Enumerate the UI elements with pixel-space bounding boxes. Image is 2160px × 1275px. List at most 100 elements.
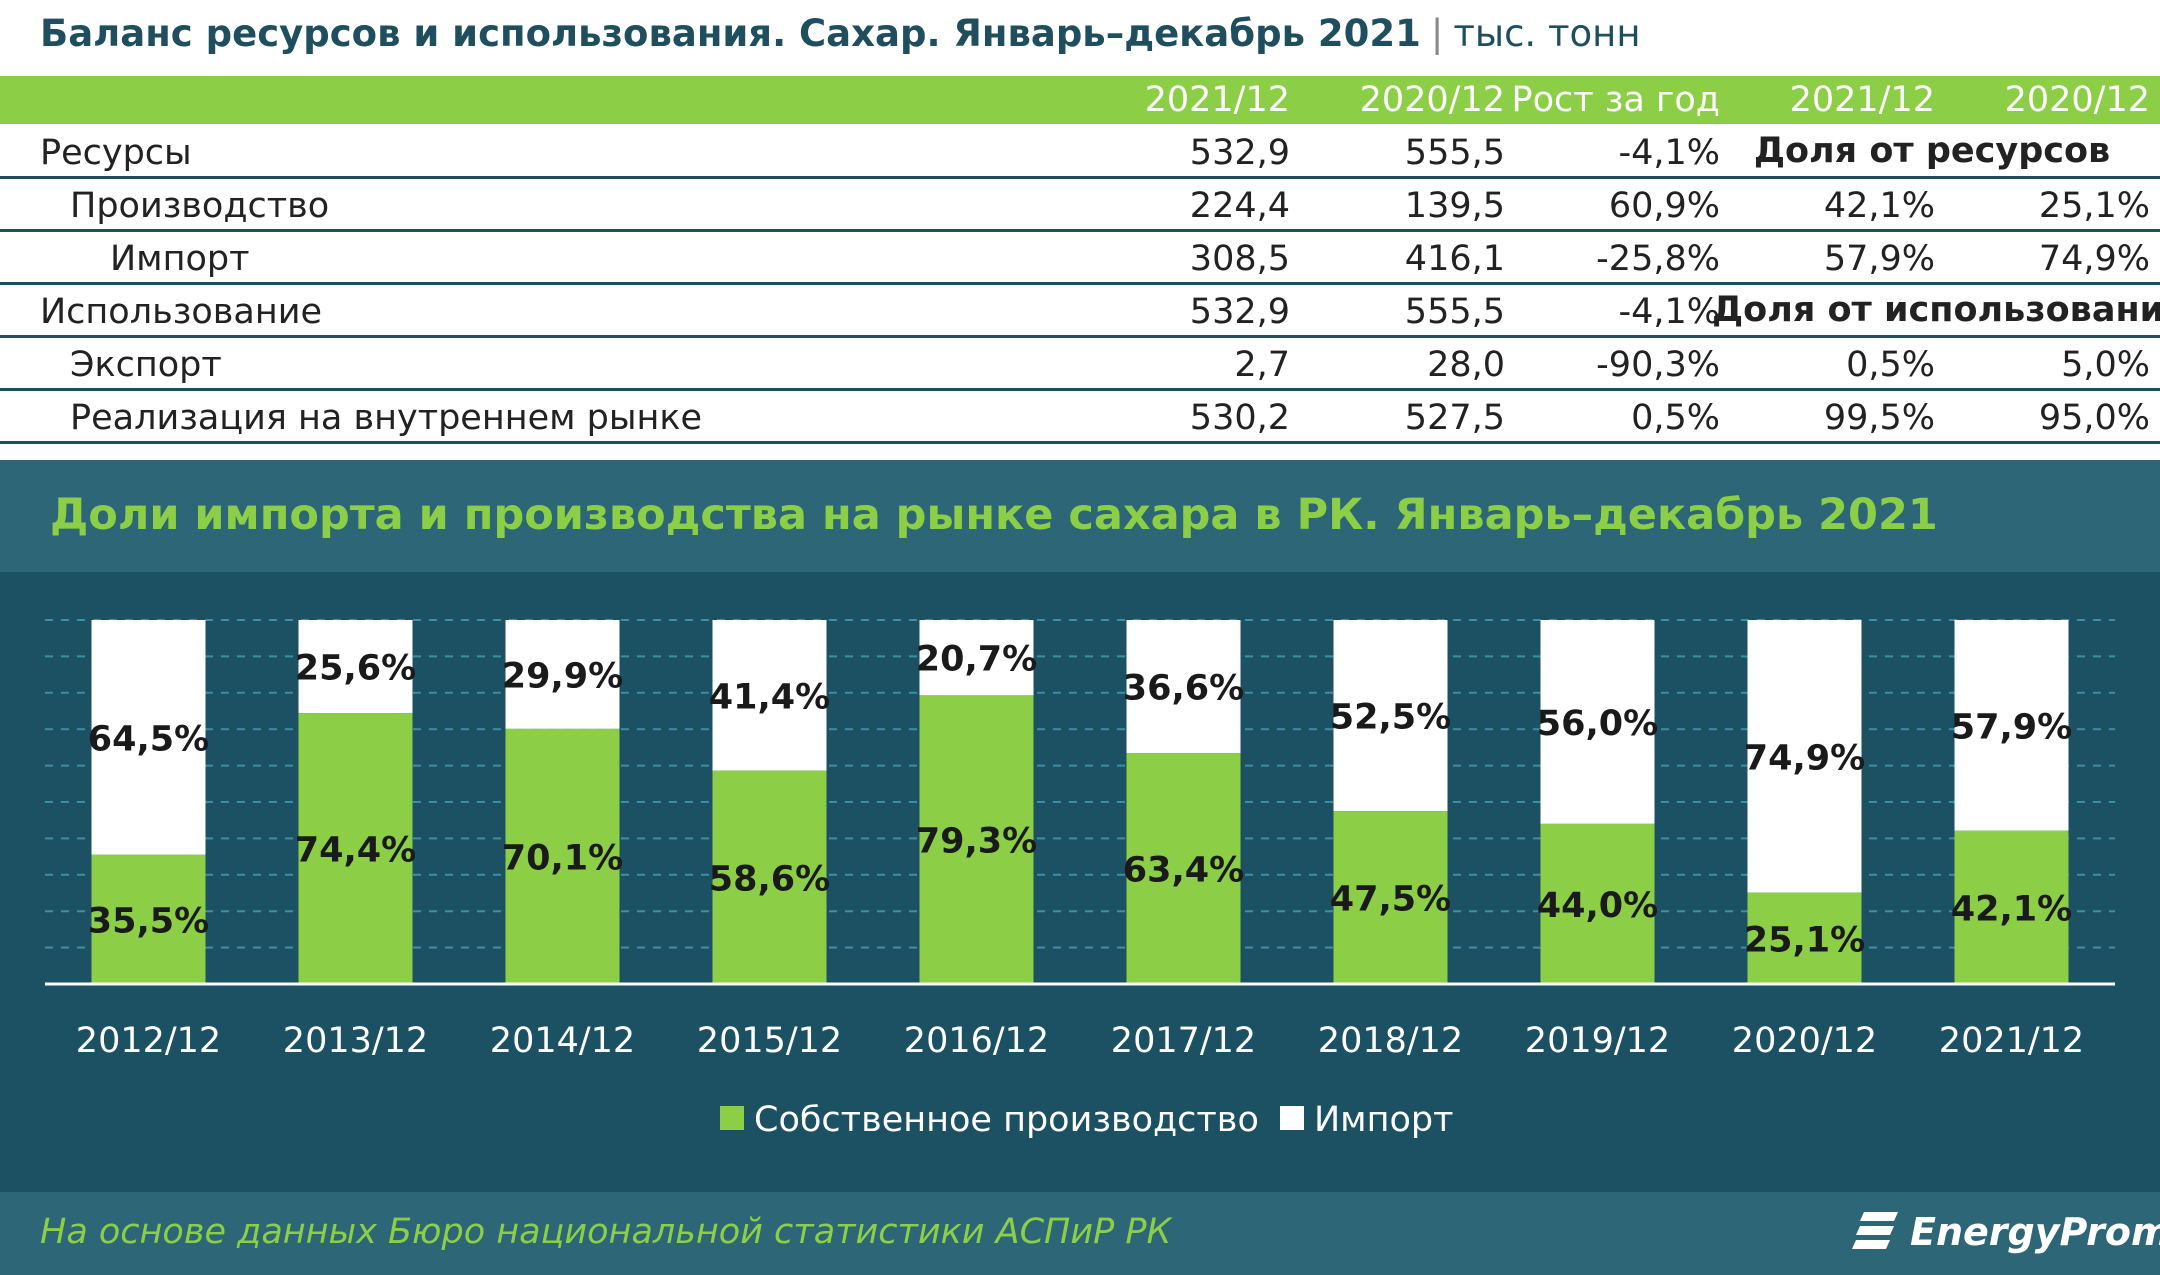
data-label-production: 79,3% — [916, 822, 1037, 862]
data-label-production: 44,0% — [1537, 886, 1658, 926]
cell-share-2021: 0,5% — [1846, 345, 1935, 385]
stacked-bar-chart: 35,5% 64,5% 2012/12 74,4% 25,6% 2013/12 70,1% 2… — [45, 619, 2115, 1061]
bar-segment-production — [505, 728, 620, 984]
cell-2021: 530,2 — [1189, 398, 1290, 438]
x-tick-label: 2019/12 — [1525, 1021, 1670, 1061]
cell-growth: -25,8% — [1596, 239, 1720, 279]
title-unit: тыс. тонн — [1453, 12, 1641, 55]
table-row-domestic-sales: Реализация на внутреннем рынке 530,2 527… — [0, 391, 2160, 444]
logo-icon — [1852, 1212, 1898, 1249]
data-label-import: 36,6% — [1123, 669, 1244, 709]
x-tick-label: 2018/12 — [1318, 1021, 1463, 1061]
bar-segment-import — [919, 620, 1034, 696]
column-header-2020-12: 2020/12 — [1359, 80, 1505, 120]
x-tick-label: 2020/12 — [1732, 1021, 1877, 1061]
cell-2020: 28,0 — [1427, 345, 1505, 385]
cell-share-2021: 99,5% — [1823, 398, 1935, 438]
data-label-production: 35,5% — [88, 901, 209, 941]
legend-swatch-green — [720, 1106, 744, 1130]
cell-2021: 2,7 — [1234, 345, 1290, 385]
bar-segment-import — [712, 620, 827, 771]
legend-swatch-white — [1280, 1106, 1304, 1130]
x-tick-label: 2013/12 — [283, 1021, 428, 1061]
cell-share-2020: 74,9% — [2038, 239, 2150, 279]
bar-segment-production — [1126, 753, 1241, 984]
bar-segment-production — [712, 770, 827, 984]
legend-item-production: Собственное производство — [720, 1100, 1259, 1140]
data-label-production: 63,4% — [1123, 851, 1244, 891]
title-main: Баланс ресурсов и использования. Сахар. … — [40, 12, 1421, 55]
x-tick-label: 2015/12 — [697, 1021, 842, 1061]
bar-segment-import — [1333, 620, 1448, 812]
bar-segment-import — [1747, 620, 1862, 893]
bar-segment-production — [919, 695, 1034, 984]
data-label-production: 74,4% — [295, 831, 416, 871]
chart-title: Доли импорта и производства на рынке сах… — [50, 490, 1938, 540]
row-label: Производство — [70, 186, 330, 226]
chart-title-bar: Доли импорта и производства на рынке сах… — [0, 460, 2160, 572]
column-header-share-2021-12: 2021/12 — [1789, 80, 1935, 120]
footer: На основе данных Бюро национальной стати… — [0, 1192, 2160, 1275]
cell-share-2020: 25,1% — [2038, 186, 2150, 226]
data-label-import: 64,5% — [88, 719, 209, 759]
data-label-production: 58,6% — [709, 859, 830, 899]
bar-segment-import — [91, 620, 206, 855]
cell-2021: 308,5 — [1189, 239, 1290, 279]
cell-growth: 60,9% — [1608, 186, 1720, 226]
legend-label-production: Собственное производство — [754, 1100, 1259, 1140]
cell-2020: 527,5 — [1404, 398, 1505, 438]
x-tick-label: 2017/12 — [1111, 1021, 1256, 1061]
section-note-usage: Доля от использования — [1712, 290, 2160, 330]
bar-segment-production — [1540, 823, 1655, 984]
logo-text: EnergyProm — [1910, 1210, 2160, 1254]
x-tick-label: 2014/12 — [490, 1021, 635, 1061]
cell-2021: 532,9 — [1189, 133, 1290, 173]
cell-2020: 555,5 — [1404, 133, 1505, 173]
section-note-resources: Доля от ресурсов — [1753, 131, 2111, 171]
legend-label-import: Импорт — [1314, 1100, 1454, 1140]
title-separator: | — [1430, 12, 1444, 55]
cell-share-2020: 95,0% — [2038, 398, 2150, 438]
bar-segment-import — [505, 620, 620, 729]
bar-segment-production — [1333, 811, 1448, 984]
bar-segment-production — [1954, 830, 2069, 984]
data-label-import: 29,9% — [502, 656, 623, 696]
data-label-import: 57,9% — [1951, 707, 2072, 747]
bar-segment-import — [1954, 620, 2069, 831]
legend-item-import: Импорт — [1280, 1100, 1454, 1140]
row-label: Экспорт — [70, 345, 222, 385]
data-label-production: 47,5% — [1330, 880, 1451, 920]
table-row-export: Экспорт 2,7 28,0 -90,3% 0,5% 5,0% — [0, 338, 2160, 391]
table-row-import: Импорт 308,5 416,1 -25,8% 57,9% 74,9% — [0, 232, 2160, 285]
row-label: Ресурсы — [40, 133, 192, 173]
chart-area: 35,5% 64,5% 2012/12 74,4% 25,6% 2013/12 70,1% 2… — [0, 572, 2160, 1192]
cell-2020: 139,5 — [1404, 186, 1505, 226]
energyprom-logo: EnergyProm — [1850, 1202, 2160, 1262]
data-label-import: 41,4% — [709, 677, 830, 717]
bar-segment-import — [1126, 620, 1241, 754]
data-label-import: 52,5% — [1330, 698, 1451, 738]
table-row-usage: Использование 532,9 555,5 -4,1% Доля от … — [0, 285, 2160, 338]
cell-share-2020: 5,0% — [2061, 345, 2150, 385]
cell-growth: 0,5% — [1631, 398, 1720, 438]
cell-share-2021: 42,1% — [1823, 186, 1935, 226]
cell-2020: 555,5 — [1404, 292, 1505, 332]
data-label-production: 25,1% — [1744, 920, 1865, 960]
cell-2020: 416,1 — [1404, 239, 1505, 279]
bar-segment-import — [1540, 620, 1655, 824]
table-header: 2021/12 2020/12 Рост за год 2021/12 2020… — [0, 76, 2160, 124]
cell-growth: -90,3% — [1596, 345, 1720, 385]
x-tick-label: 2012/12 — [76, 1021, 221, 1061]
table-row-production: Производство 224,4 139,5 60,9% 42,1% 25,… — [0, 179, 2160, 232]
title-bar: Баланс ресурсов и использования. Сахар. … — [0, 0, 2160, 72]
cell-2021: 224,4 — [1189, 186, 1290, 226]
bar-segment-import — [298, 620, 413, 714]
column-header-2021-12: 2021/12 — [1144, 80, 1290, 120]
source-note: На основе данных Бюро национальной стати… — [40, 1212, 1172, 1252]
row-label: Импорт — [110, 239, 250, 279]
cell-growth: -4,1% — [1618, 292, 1720, 332]
table-row-resources: Ресурсы 532,9 555,5 -4,1% Доля от ресурс… — [0, 126, 2160, 179]
bar-segment-production — [1747, 892, 1862, 984]
row-label: Использование — [40, 292, 322, 332]
